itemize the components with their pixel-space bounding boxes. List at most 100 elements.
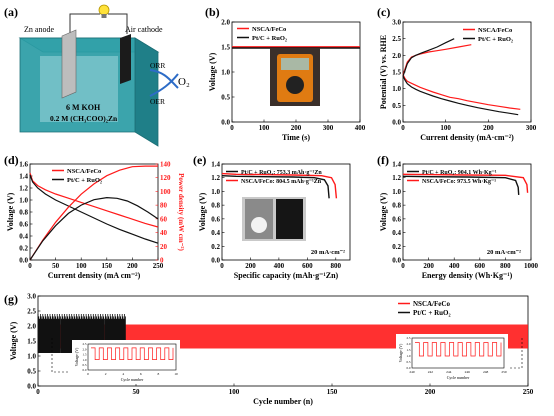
o2-label: O₂ [178,76,190,88]
legend-entry-0: NSCA/FeCo [252,26,286,33]
y-tick-label-d-7: 1.4 [19,173,28,181]
series-line-d-1 [29,174,159,244]
inset-y-tick-0-3: 1.5 [83,353,87,357]
y-tick-label-b-0: 0.0 [221,119,230,127]
series-line-c-charge-0 [402,44,472,75]
y-tick-label-c-3: 1.5 [392,69,401,77]
y-tick-label-d-6: 1.2 [19,185,28,193]
y-tick-label-c-0: 0.0 [392,119,401,127]
inset-x-tick-1-0: 240 [409,370,415,374]
inset-y-tick-0-5: 2.5 [83,342,87,346]
x-tick-label-b-3: 300 [323,124,334,132]
x-axis-label-e: Specific capacity (mAh·g⁻¹Zn) [234,271,339,280]
y-tick-label-d-1: 0.2 [19,245,28,253]
legend-entry-1: NSCA/FeCo: 973.5 Wh·Kg⁻¹ [422,179,496,185]
inset-background-0 [72,340,180,384]
legend-entry-0: Pt/C + RuO₂: 904.1 Wh·Kg⁻¹ [422,170,497,176]
series-line-c-discharge-1 [402,75,519,116]
y-tick-label-d-3: 0.6 [19,221,28,229]
x-axis-label-b: Time (s) [282,133,310,142]
x-tick-label-e-2: 400 [274,262,285,270]
y-tick-label-e-0: 0.0 [211,257,220,265]
y-tick-label-e-6: 1.2 [211,174,220,182]
x-tick-label-d-2: 100 [76,262,87,270]
chart-f-energy-density: 0 200 400 600 800 1000 0.0 0.2 0.4 0.6 0.8 1.0 1.2 1.… [379,161,539,281]
zn-air-battery-schematic: Zn anode Air cathode 6 M KOH 0.2 M (CH₃C… [18,4,190,147]
plot-frame-f [402,163,532,261]
y-right-tick-label-d-7: 140 [160,161,171,169]
x-tick-label-f-2: 400 [449,262,460,270]
x-tick-label-b-0: 0 [230,124,234,132]
series-line-d-2 [29,165,158,261]
inset-y-tick-0-2: 1.0 [83,358,87,362]
y-tick-label-e-4: 0.8 [211,202,220,210]
y-tick-label-f-6: 1.2 [392,174,401,182]
orr-arrow-icon [149,69,179,89]
chart-b-voltage-time: 0 100 200 300 400 0.0 0.5 1.0 1.5 2.0 Time (s) Volt… [208,19,366,143]
x-tick-label-c-1: 100 [440,124,451,132]
y-tick-label-e-3: 0.6 [211,215,220,223]
y-tick-label-f-4: 0.8 [392,202,401,210]
inset-y-label-0: Voltage (V) [74,347,79,366]
inset-y-tick-1-5: 2.5 [407,336,411,340]
inset-x-tick-1-2: 244 [446,370,452,374]
series-line-f-0 [402,175,520,195]
inset-y-tick-1-3: 1.5 [407,348,411,352]
panel-label-e: (e) [193,153,206,167]
y-tick-label-d-2: 0.4 [19,233,28,241]
y-tick-label-b-4: 2.0 [221,19,230,27]
electrolyte-label-2: 0.2 M (CH₃COO)₂Zn [50,114,118,123]
x-tick-label-d-3: 150 [102,262,113,270]
y-tick-label-c-1: 0.5 [392,102,401,110]
legend-entry-0: Pt/C + RuO₂: 753.3 mAh·g⁻¹Zn [241,170,322,176]
x-axis-label-c: Current density (mA·cm⁻²) [420,133,514,142]
y-tick-label-d-4: 0.8 [19,209,28,217]
series-line-c-charge-1 [402,38,455,77]
chart-g-cycling: 0 50 100 150 200 2500.00.51.01.52.02.53.0Cycl… [9,293,534,407]
inset-background-1 [396,334,508,382]
panel-label-b: (b) [205,5,220,19]
y-right-tick-label-d-3: 60 [160,215,168,223]
x-tick-label-c-0: 0 [401,124,405,132]
series-line-d-3 [29,196,159,261]
y-tick-label-f-7: 1.4 [392,161,401,169]
air-electrode-photo [276,199,303,239]
x-tick-label-b-1: 100 [259,124,270,132]
y-right-tick-label-d-5: 100 [160,188,171,196]
legend-entry-1: Pt/C + RuO₂ [252,35,287,42]
inset-y-label-1: Voltage (V) [398,343,403,362]
chart-d-discharge-power: 0 50 100 150 200 2500.00.20.40.60.81.01.21.41… [6,161,185,281]
external-circuit-wire-right [108,13,128,34]
inset-waveform-1 [415,342,502,357]
y-tick-label-b-2: 1.0 [221,69,230,77]
chart-e-specific-capacity: 0 200 400 600 800 0.0 0.2 0.4 0.6 0.8 1.0 1.2 1.4 Spe… [198,161,351,280]
x-axis-label-d: Current density (mA cm⁻²) [48,271,141,280]
y-tick-label-c-6: 3.0 [392,19,401,27]
y-axis-label-b: Voltage (V) [208,52,217,91]
legend-entry-1: NSCA/FeCo: 804.5 mAh·g⁻¹Zn [241,179,322,185]
external-circuit-wire [69,13,100,36]
inset-x-tick-1-1: 242 [428,370,434,374]
inset-y-tick-1-0: 0.0 [407,366,411,370]
x-tick-label-g-5: 250 [523,388,534,396]
chart-c-polarization: 0 100 200 300 0.0 0.5 1.0 1.5 2.0 2.5 3.0 Current d… [379,19,537,143]
inset-x-tick-1-4: 248 [483,370,489,374]
y-tick-label-g-3: 1.5 [27,338,36,346]
y-tick-label-g-6: 3.0 [27,293,36,301]
x-tick-label-f-0: 0 [401,262,405,270]
series-line-e-0 [221,175,330,199]
inset-x-tick-0-4: 8 [158,372,160,376]
series-line-f-1 [402,173,529,193]
y-axis-label-g: Voltage (V) [9,321,18,360]
electrolyte-highlight [40,56,118,122]
x-tick-label-d-1: 50 [52,262,60,270]
y-tick-label-e-1: 0.2 [211,243,220,251]
inset-y-tick-0-1: 0.5 [83,363,87,367]
y-axis-label-e: Voltage (V) [198,192,207,231]
inset-x-tick-1-3: 246 [465,370,471,374]
x-tick-label-b-2: 200 [291,124,302,132]
inset-y-tick-0-0: 0.0 [83,368,87,372]
multimeter-display [281,58,309,70]
x-tick-label-d-4: 200 [127,262,138,270]
y-tick-label-d-5: 1.0 [19,197,28,205]
